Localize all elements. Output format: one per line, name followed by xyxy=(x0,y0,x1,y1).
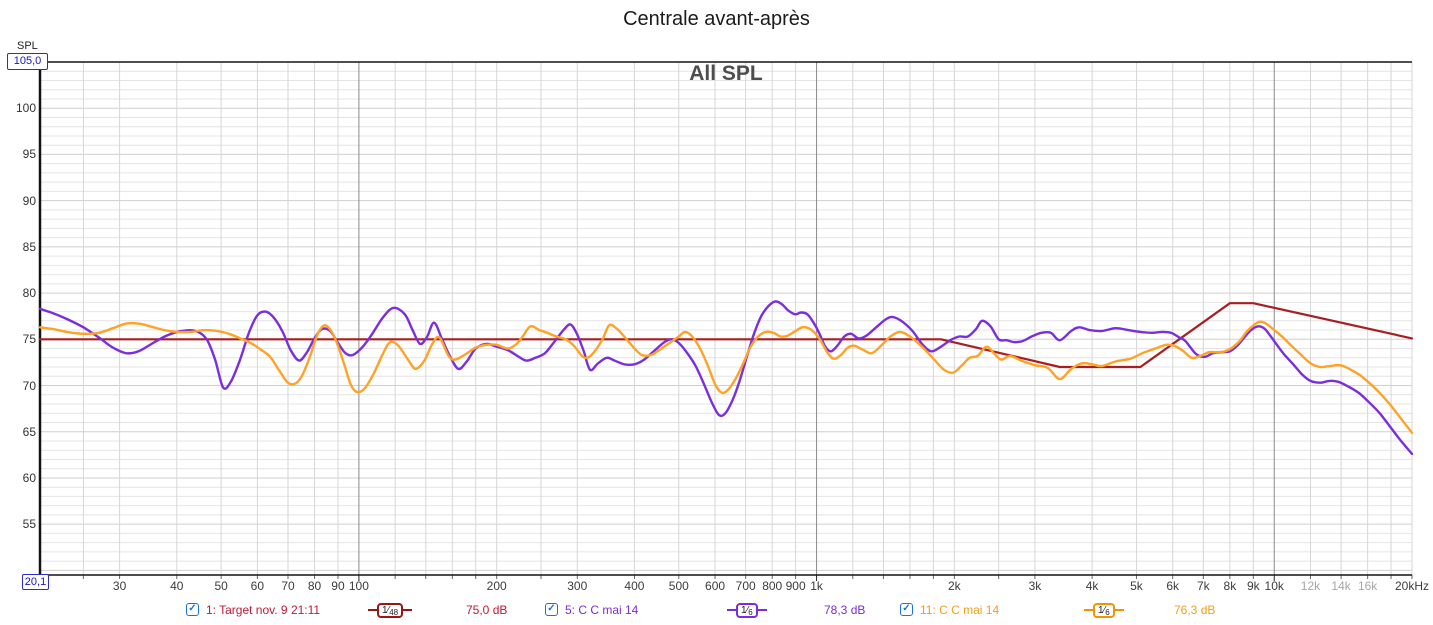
measurement-curve-5 xyxy=(38,300,1414,456)
x-axis-label: 10k xyxy=(1264,579,1284,593)
x-axis-label: 5k xyxy=(1130,579,1143,593)
x-axis-label: 12k xyxy=(1300,579,1321,593)
smoothing-badge-1[interactable]: 1⁄48 xyxy=(368,602,413,618)
y-axis-label: 80 xyxy=(22,286,36,301)
x-axis-label: 2k xyxy=(947,579,961,593)
check-icon: ✓ xyxy=(188,603,197,614)
legend-checkbox-3[interactable]: ✓ xyxy=(900,603,913,616)
badge-line-icon xyxy=(403,609,413,611)
chart-title: All SPL xyxy=(689,62,763,85)
x-axis-label: 70 xyxy=(281,579,295,593)
x-axis-label: 14k xyxy=(1331,579,1351,593)
x-min-input[interactable]: 20,1 xyxy=(22,574,49,590)
x-axis-label: 16k xyxy=(1357,579,1378,593)
x-axis-label: 500 xyxy=(668,579,689,593)
x-axis-label: 200 xyxy=(486,579,507,593)
y-axis-label: 75 xyxy=(22,332,36,347)
smoothing-badge-3[interactable]: 1⁄6 xyxy=(1084,602,1124,618)
x-axis-label: 50 xyxy=(214,579,228,593)
x-axis-label: 300 xyxy=(567,579,588,593)
smoothing-numerator: 1 xyxy=(1098,604,1104,616)
y-axis-label: 85 xyxy=(22,239,36,254)
fraction-slash: ⁄ xyxy=(746,604,749,616)
x-axis-label: 4k xyxy=(1085,579,1099,593)
y-axis-label: 95 xyxy=(22,147,36,162)
grid xyxy=(38,61,1413,581)
target-curve xyxy=(38,302,1414,369)
x-axis-label: 1k xyxy=(810,579,823,593)
smoothing-denominator: 6 xyxy=(748,607,753,617)
check-icon: ✓ xyxy=(547,603,556,614)
y-axis-label: 90 xyxy=(22,193,36,208)
x-axis-label: 80 xyxy=(307,579,322,593)
x-axis-label: 900 xyxy=(785,579,806,593)
y-axis-label: 55 xyxy=(22,517,36,532)
x-axis-label: 90 xyxy=(331,579,345,593)
badge-line-icon xyxy=(368,609,377,611)
smoothing-numerator: 1 xyxy=(382,604,388,616)
smoothing-denominator: 6 xyxy=(1105,607,1110,617)
x-axis-label: 30 xyxy=(112,579,127,593)
x-axis-label: 9k xyxy=(1246,579,1260,593)
legend-value-2: 78,3 dB xyxy=(824,603,866,617)
y-axis-label: 60 xyxy=(22,470,36,485)
x-axis-label: 800 xyxy=(762,579,783,593)
check-icon: ✓ xyxy=(902,603,911,614)
badge-line-icon xyxy=(757,609,767,611)
x-axis-label: 700 xyxy=(735,579,756,593)
y-axis-label: 65 xyxy=(22,424,36,439)
y-max-input[interactable]: 105,0 xyxy=(7,53,48,70)
legend-value-1: 75,0 dB xyxy=(466,603,508,617)
x-axis-label: 20kHz xyxy=(1394,579,1429,593)
legend-name-1: 1: Target nov. 9 21:11 xyxy=(206,603,321,617)
legend-name-2: 5: C C mai 14 xyxy=(565,603,639,617)
legend-name-3: 11: C C mai 14 xyxy=(920,603,1000,617)
y-axis-label: 70 xyxy=(22,378,36,393)
smoothing-badge-2[interactable]: 1⁄6 xyxy=(727,602,767,618)
spl-axis-label: SPL xyxy=(17,40,38,52)
y-axis-label: 100 xyxy=(15,101,36,116)
x-axis-label: 40 xyxy=(170,579,184,593)
x-axis-label: 400 xyxy=(624,579,645,593)
smoothing-denominator: 48 xyxy=(389,607,399,617)
badge-line-icon xyxy=(1084,609,1093,611)
x-axis-label: 3k xyxy=(1028,579,1042,593)
measurement-curve-11 xyxy=(38,320,1414,434)
x-axis-label: 600 xyxy=(705,579,726,593)
x-axis-label: 7k xyxy=(1196,579,1210,593)
badge-line-icon xyxy=(727,609,736,611)
smoothing-numerator: 1 xyxy=(741,604,747,616)
fraction-slash: ⁄ xyxy=(1103,604,1106,616)
legend-checkbox-1[interactable]: ✓ xyxy=(186,603,199,616)
x-axis-label: 60 xyxy=(250,579,265,593)
x-axis-label: 6k xyxy=(1166,579,1180,593)
x-axis-label: 8k xyxy=(1223,579,1237,593)
x-axis-label: 100 xyxy=(348,579,369,593)
legend-value-3: 76,3 dB xyxy=(1174,603,1216,617)
page-title: Centrale avant-après xyxy=(623,8,810,30)
legend-checkbox-2[interactable]: ✓ xyxy=(545,603,558,616)
fraction-slash: ⁄ xyxy=(387,604,390,616)
badge-line-icon xyxy=(1114,609,1124,611)
